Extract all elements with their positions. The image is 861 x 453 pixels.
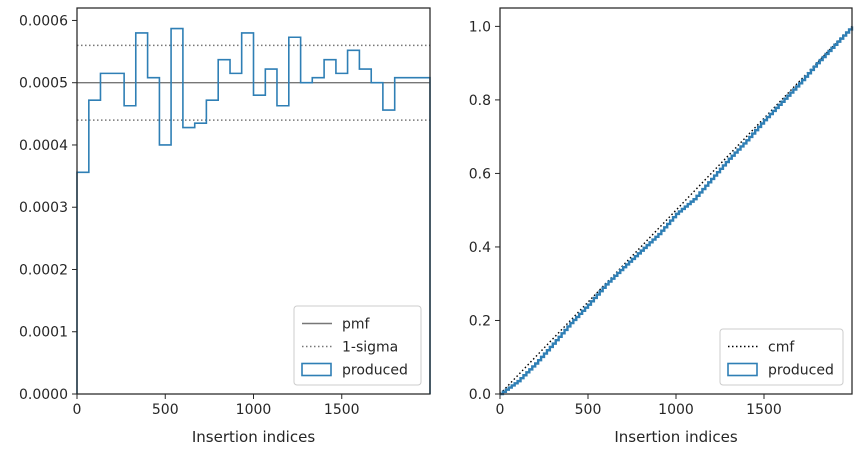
pmf-y-tick-label: 0.0004 xyxy=(19,138,68,154)
cmf-y-tick-label: 0.0 xyxy=(469,387,491,403)
pmf-x-tick-label: 1500 xyxy=(324,402,360,418)
cmf-y-tick-label: 1.0 xyxy=(469,19,491,35)
pmf-legend: pmf 1-sigma produced xyxy=(293,305,422,386)
pmf-x-tick-label: 1000 xyxy=(236,402,272,418)
pmf-legend-label-pmf: pmf xyxy=(342,317,371,333)
cmf-y-tick-label: 0.4 xyxy=(469,240,491,256)
pmf-series-produced xyxy=(76,27,431,394)
pmf-legend-box xyxy=(293,305,422,386)
cmf-x-tick-label: 0 xyxy=(496,402,505,418)
cmf-y-tick-label: 0.6 xyxy=(469,166,491,182)
cmf-x-tick-label: 1000 xyxy=(658,402,694,418)
cmf-series-produced xyxy=(500,26,854,396)
cmf-panel: 0 500 1000 1500 0.0 0.2 0.4 0.6 0.8 1.0 Insertion… xyxy=(469,7,854,446)
pmf-x-axis-label: Insertion indices xyxy=(192,428,315,446)
cmf-legend-label-cmf: cmf xyxy=(768,340,795,356)
cmf-legend-swatch-produced xyxy=(727,362,758,377)
cmf-legend-label-produced: produced xyxy=(768,363,834,379)
pmf-legend-label-produced: produced xyxy=(342,363,408,379)
cmf-series-cmf xyxy=(499,25,853,395)
pmf-y-tick-label: 0.0001 xyxy=(19,325,68,341)
cmf-x-axis-label: Insertion indices xyxy=(614,428,737,446)
pmf-y-tick-label: 0.0002 xyxy=(19,262,68,278)
cmf-y-tick-label: 0.2 xyxy=(469,313,491,329)
cmf-x-tick-label: 500 xyxy=(575,402,602,418)
pmf-y-tick-label: 0.0000 xyxy=(19,387,68,403)
pmf-panel: 0 500 1000 1500 0.0000 0.0001 0.0002 0.0003 0.00… xyxy=(19,7,431,446)
pmf-x-tick-label: 500 xyxy=(152,402,179,418)
pmf-legend-label-1-sigma: 1-sigma xyxy=(342,340,398,356)
cmf-x-tick-label: 1500 xyxy=(746,402,782,418)
pmf-x-tick-label: 0 xyxy=(73,402,82,418)
cmf-axis-ticks: 0 500 1000 1500 0.0 0.2 0.4 0.6 0.8 1.0 xyxy=(469,19,782,418)
cmf-lines-layer xyxy=(499,25,854,396)
pmf-y-tick-label: 0.0003 xyxy=(19,200,68,216)
pmf-y-tick-label: 0.0005 xyxy=(19,76,68,92)
pmf-legend-swatch-produced xyxy=(301,362,332,377)
pmf-axis-ticks: 0 500 1000 1500 0.0000 0.0001 0.0002 0.0003 0.00… xyxy=(19,13,360,418)
cmf-legend-box xyxy=(719,328,844,386)
pmf-histogram-layer xyxy=(76,27,431,394)
cmf-y-tick-label: 0.8 xyxy=(469,93,491,109)
pmf-y-tick-label: 0.0006 xyxy=(19,13,68,29)
cmf-legend: cmf produced xyxy=(719,328,844,386)
